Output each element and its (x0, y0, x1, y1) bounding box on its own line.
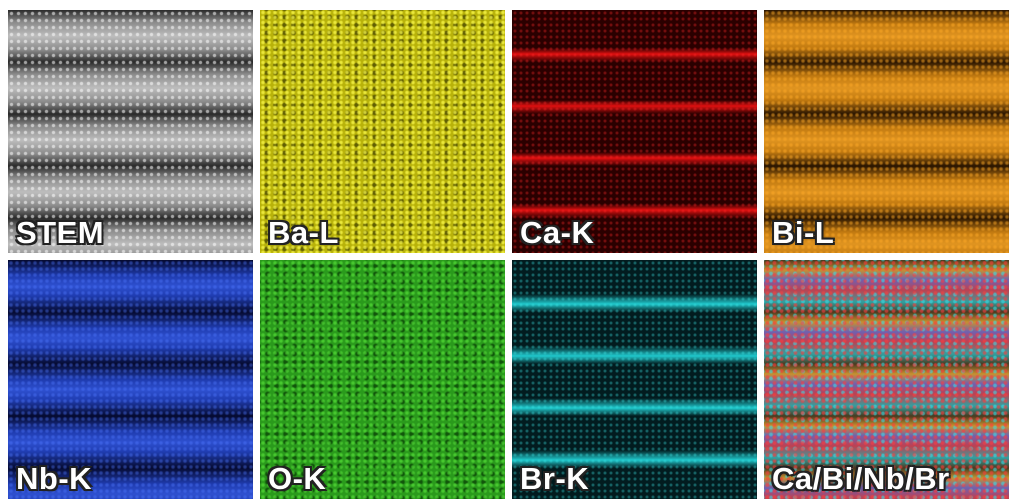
bi-panel: Bi-L (764, 10, 1009, 253)
nb-panel: Nb-K (8, 260, 253, 499)
stem-panel: STEM (8, 10, 253, 253)
ba-panel: Ba-L (260, 10, 505, 253)
panel-label: Nb-K (16, 461, 92, 497)
panel-label: Ca-K (520, 215, 594, 251)
br-panel: Br-K (512, 260, 757, 499)
o-panel: O-K (260, 260, 505, 499)
panel-label: Ca/Bi/Nb/Br (772, 461, 950, 497)
panel-label: O-K (268, 461, 326, 497)
overlay-panel: Ca/Bi/Nb/Br (764, 260, 1009, 499)
panel-label: Bi-L (772, 215, 834, 251)
panel-label: Ba-L (268, 215, 339, 251)
ca-panel: Ca-K (512, 10, 757, 253)
figure: STEM Ba-L Ca-K Bi-L Nb-K O-K Br-K Ca/Bi/… (0, 0, 1010, 499)
panel-label: STEM (16, 215, 104, 251)
panel-label: Br-K (520, 461, 589, 497)
